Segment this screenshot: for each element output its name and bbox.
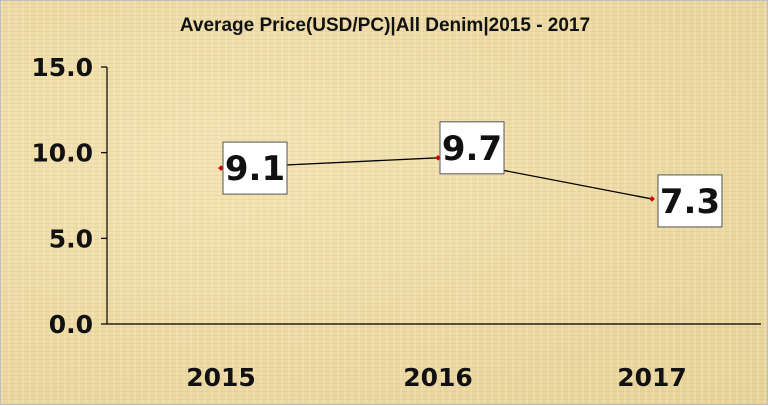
chart-title: Average Price(USD/PC)|All Denim|2015 - 2… bbox=[180, 15, 590, 36]
y-tick-labels: 0.0 5.0 10.0 15.0 bbox=[31, 53, 93, 339]
y-tick-label: 0.0 bbox=[49, 310, 93, 339]
series bbox=[218, 154, 655, 202]
data-label: 9.7 bbox=[439, 121, 505, 175]
data-point bbox=[435, 154, 441, 161]
x-tick-labels: 2015 2016 2017 bbox=[186, 363, 687, 392]
data-labels: 9.1 9.7 7.3 bbox=[222, 121, 723, 228]
data-point bbox=[649, 196, 655, 202]
data-point bbox=[218, 165, 224, 171]
axes bbox=[101, 66, 761, 325]
y-tick-label: 10.0 bbox=[31, 139, 93, 168]
data-label: 9.1 bbox=[222, 141, 288, 195]
data-label-box bbox=[222, 141, 288, 195]
x-tick-label: 2016 bbox=[403, 363, 473, 392]
y-tick-label: 5.0 bbox=[49, 224, 93, 253]
x-tick-label: 2017 bbox=[617, 363, 687, 392]
x-tick-label: 2015 bbox=[186, 363, 256, 392]
data-label-box bbox=[657, 174, 723, 228]
data-label-text: 9.7 bbox=[442, 129, 502, 169]
data-label-text: 9.1 bbox=[225, 149, 285, 189]
y-tick-label: 15.0 bbox=[31, 53, 93, 82]
data-label: 7.3 bbox=[657, 174, 723, 228]
data-label-text: 7.3 bbox=[660, 182, 720, 222]
data-label-box bbox=[439, 121, 505, 175]
